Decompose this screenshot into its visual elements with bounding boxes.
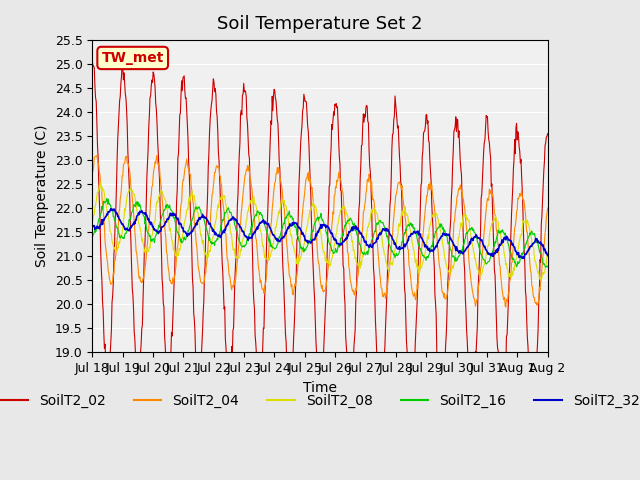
Text: TW_met: TW_met: [102, 51, 164, 65]
SoilT2_16: [214, 232, 222, 238]
Legend: SoilT2_02, SoilT2_04, SoilT2_08, SoilT2_16, SoilT2_32: SoilT2_02, SoilT2_04, SoilT2_08, SoilT2_…: [0, 389, 640, 414]
SoilT2_08: [388, 262, 396, 268]
SoilT2_32: [107, 206, 115, 212]
Line: SoilT2_32: SoilT2_32: [92, 209, 548, 258]
Line: SoilT2_04: SoilT2_04: [92, 156, 548, 307]
SoilT2_32: [544, 252, 552, 258]
SoilT2_16: [191, 208, 198, 214]
SoilT2_02: [544, 131, 552, 136]
SoilT2_08: [97, 180, 104, 185]
SoilT2_16: [544, 264, 552, 269]
SoilT2_16: [88, 235, 96, 240]
SoilT2_32: [88, 223, 96, 228]
SoilT2_04: [191, 219, 198, 225]
SoilT2_02: [375, 382, 383, 387]
SoilT2_16: [103, 196, 111, 202]
Line: SoilT2_08: SoilT2_08: [92, 182, 548, 280]
SoilT2_04: [153, 153, 161, 158]
SoilT2_16: [388, 248, 396, 254]
SoilT2_32: [191, 225, 198, 230]
SoilT2_04: [97, 183, 104, 189]
SoilT2_04: [502, 304, 509, 310]
SoilT2_16: [375, 219, 383, 225]
SoilT2_02: [143, 159, 151, 165]
SoilT2_16: [144, 230, 152, 236]
SoilT2_02: [97, 247, 104, 252]
SoilT2_32: [388, 236, 396, 242]
SoilT2_02: [388, 146, 396, 152]
Line: SoilT2_02: SoilT2_02: [92, 61, 548, 415]
SoilT2_08: [214, 205, 222, 211]
SoilT2_04: [88, 168, 96, 174]
SoilT2_32: [97, 222, 104, 228]
SoilT2_08: [88, 219, 96, 225]
X-axis label: Time: Time: [303, 381, 337, 395]
SoilT2_32: [144, 217, 152, 223]
SoilT2_02: [497, 412, 505, 418]
SoilT2_08: [97, 183, 105, 189]
SoilT2_02: [190, 310, 198, 316]
Title: Soil Temperature Set 2: Soil Temperature Set 2: [217, 15, 423, 33]
SoilT2_32: [518, 255, 526, 261]
SoilT2_04: [375, 264, 383, 269]
SoilT2_04: [143, 241, 151, 247]
SoilT2_32: [375, 232, 383, 238]
SoilT2_02: [88, 59, 96, 64]
Line: SoilT2_16: SoilT2_16: [92, 199, 548, 267]
Y-axis label: Soil Temperature (C): Soil Temperature (C): [35, 125, 49, 267]
SoilT2_16: [543, 264, 550, 270]
SoilT2_04: [214, 164, 222, 170]
SoilT2_08: [144, 249, 152, 254]
SoilT2_16: [97, 211, 104, 216]
SoilT2_08: [544, 252, 552, 257]
SoilT2_08: [538, 277, 545, 283]
SoilT2_04: [388, 233, 396, 239]
SoilT2_08: [191, 193, 198, 199]
SoilT2_32: [214, 233, 222, 239]
SoilT2_08: [375, 222, 383, 228]
SoilT2_02: [214, 128, 221, 133]
SoilT2_04: [544, 205, 552, 211]
